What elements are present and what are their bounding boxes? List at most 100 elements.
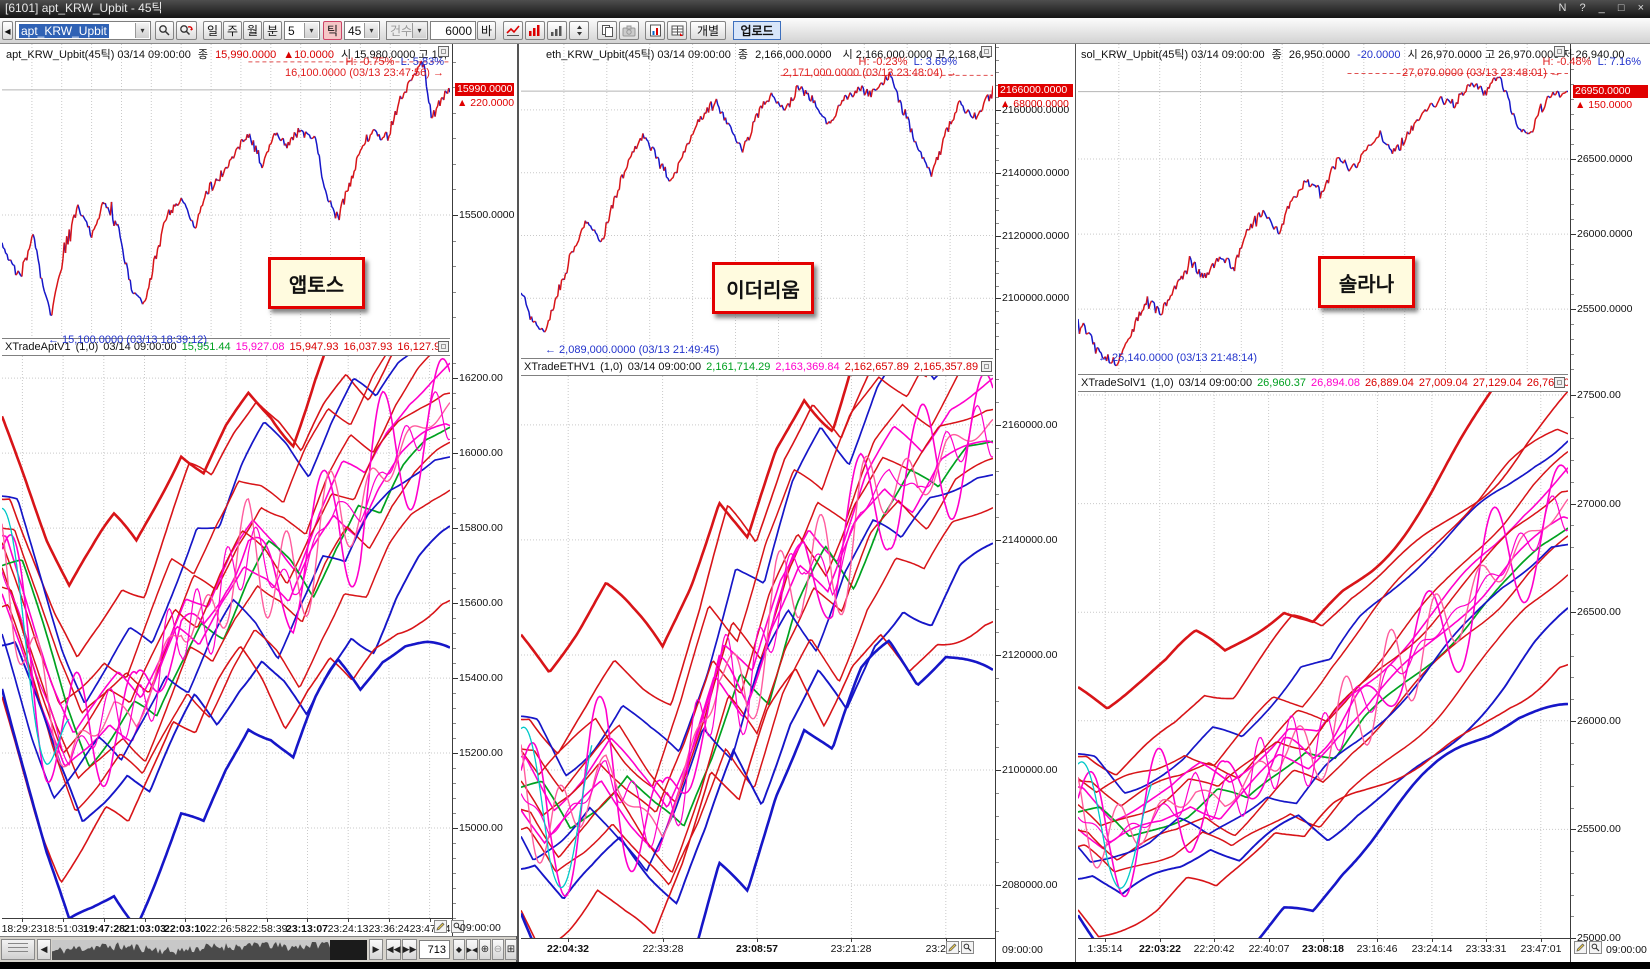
indicator-value: 15,927.08 — [235, 341, 285, 353]
navigator-jump-button[interactable]: ◆ — [453, 939, 465, 960]
period-month-button[interactable]: 월 — [243, 21, 262, 40]
individual-button[interactable]: 개별 — [690, 21, 726, 40]
bar-unit-button[interactable]: 바 — [477, 21, 496, 40]
sol-indicator-header[interactable]: XTradeSolV1 (1,0) 03/14 09:00:00 26,960.37 2… — [1078, 374, 1568, 392]
maximize-button[interactable]: □ — [1617, 2, 1625, 14]
apt-zoom-button[interactable] — [451, 920, 464, 933]
apt-peak-annotation: 16,100.0000 (03/13 23:47:56) → — [284, 67, 444, 79]
apt-price-axis[interactable]: 15500.0000 15990.0000 ▲ 220.0000 16200.00 16… — [452, 44, 516, 936]
period-week-button[interactable]: 주 — [223, 21, 242, 40]
magnifier-icon — [963, 943, 972, 952]
eth-draw-button[interactable] — [946, 941, 959, 954]
sol-label-text: 솔라나 — [1338, 273, 1395, 296]
low-percent: L: 5.83% — [400, 56, 444, 68]
navigator-histogram[interactable] — [52, 940, 330, 960]
search-button[interactable] — [155, 21, 174, 40]
navigator-right-button[interactable]: ▶ — [369, 939, 383, 960]
change-value: -20.0000 — [1357, 49, 1401, 61]
snapshot-button — [619, 21, 639, 40]
sol-price-axis[interactable]: 26500.0000 26000.0000 25500.0000 26950.0000… — [1570, 44, 1650, 962]
sol-draw-button[interactable] — [1574, 941, 1587, 954]
period-tick-button[interactable]: 틱 — [323, 21, 342, 40]
eth-pane-menu-icon[interactable] — [981, 46, 992, 57]
indicator-name: XTradeETHV1 — [524, 361, 596, 373]
count-select: 건수 ▾ — [386, 21, 428, 40]
apt-axis-end-time: 09:00:00 — [460, 922, 501, 934]
apt-draw-button[interactable] — [434, 920, 447, 933]
minute-select-value: 5 — [288, 23, 295, 38]
tick-select[interactable]: 45 ▾ — [344, 21, 380, 40]
y-axis-label: 2160000.0000 — [1002, 104, 1070, 116]
eth-zoom-button[interactable] — [961, 941, 974, 954]
line-style-button[interactable] — [503, 21, 523, 40]
chevron-down-icon[interactable]: ▾ — [304, 23, 318, 38]
navigator-bar-input[interactable]: 713 — [419, 940, 450, 959]
navigator-selection[interactable] — [330, 940, 367, 960]
navigator-handle[interactable] — [1, 939, 35, 960]
news-button[interactable]: N — [1558, 2, 1567, 14]
sol-price-chart[interactable] — [1078, 44, 1568, 374]
apt-indicator-menu-icon[interactable] — [438, 341, 449, 352]
minimize-button[interactable]: _ — [1598, 2, 1605, 14]
title-bar[interactable]: [6101] apt_KRW_Upbit - 45틱 N ? _ □ × — [0, 0, 1650, 18]
eth-indicator-header[interactable]: XTradeETHV1 (1,0) 03/14 09:00:00 2,161,714.… — [521, 358, 993, 376]
eth-indicator-chart[interactable] — [521, 376, 993, 938]
grid-button[interactable] — [667, 21, 687, 40]
symbol-combo[interactable]: apt_KRW_Upbit ▾ — [15, 21, 151, 40]
sol-zoom-button[interactable] — [1589, 941, 1602, 954]
sort-arrows-button[interactable] — [569, 21, 589, 40]
symbol-info: apt_KRW_Upbit(45틱) 03/14 09:00:00 — [6, 49, 191, 61]
indicator-value: 26,889.04 — [1364, 377, 1414, 389]
navigator-left-button[interactable]: ◀ — [37, 939, 51, 960]
indicator-params: (1,0) — [75, 341, 99, 353]
close-value: 15,990.0000 — [215, 49, 277, 61]
expand-button[interactable]: ⊞ — [505, 939, 517, 960]
eth-indicator-menu-icon[interactable] — [981, 361, 992, 372]
volume-red-button[interactable] — [525, 21, 545, 40]
chevron-down-icon[interactable]: ▾ — [135, 23, 149, 38]
period-minute-button[interactable]: 분 — [263, 21, 282, 40]
apt-pane-menu-icon[interactable] — [438, 46, 449, 57]
report-button[interactable] — [645, 21, 665, 40]
navigator-fit-button[interactable]: ▶◀ — [466, 939, 478, 960]
apt-time-axis[interactable]: 18:29:23 18:51:03 19:47:28 21:03:03 22:03:10… — [2, 918, 452, 936]
search-recent-button[interactable] — [176, 21, 197, 40]
sol-indicator-menu-icon[interactable] — [1554, 377, 1565, 388]
zoom-in-button[interactable]: ⊕ — [479, 939, 491, 960]
eth-price-axis[interactable]: 2160000.0000 2140000.0000 2120000.0000 2100… — [995, 44, 1075, 962]
y-axis-label: 27500.00 — [1577, 389, 1621, 401]
navigator-rewind-button[interactable]: ◀◀ — [386, 939, 401, 960]
help-button[interactable]: ? — [1579, 2, 1586, 14]
sol-axis-end-time: 09:00:00 — [1606, 944, 1647, 956]
close-button[interactable]: × — [1637, 2, 1644, 14]
apt-indicator-header[interactable]: XTradeAptV1 (1,0) 03/14 09:00:00 15,951.44 1… — [2, 338, 450, 356]
toolbar: ◂ apt_KRW_Upbit ▾ 일 주 월 분 5 ▾ 틱 45 ▾ 건수 … — [0, 18, 1650, 44]
current-price-label: 2166000.0000 — [998, 84, 1073, 97]
time-axis-label: 19:47:28 — [82, 923, 126, 935]
copy-chart-button[interactable] — [597, 21, 617, 40]
upload-button[interactable]: 업로드 — [733, 21, 781, 40]
sol-indicator-chart[interactable] — [1078, 392, 1568, 938]
high-percent: H: -0.23% — [858, 56, 908, 68]
symbol-info: sol_KRW_Upbit(45틱) 03/14 09:00:00 — [1081, 49, 1265, 61]
navigator-forward-button[interactable]: ▶▶ — [402, 939, 417, 960]
minute-select[interactable]: 5 ▾ — [284, 21, 320, 40]
time-axis-label: 22:20:42 — [1193, 943, 1235, 955]
bar-count-input[interactable]: 6000 — [430, 21, 476, 40]
time-axis-label: 22:40:07 — [1248, 943, 1290, 955]
sol-pane-menu-icon[interactable] — [1554, 46, 1565, 57]
sol-time-axis[interactable]: 1:35:14 22:03:22 22:20:42 22:40:07 23:08:18 2… — [1078, 938, 1570, 962]
eth-label-text: 이더리움 — [726, 279, 800, 302]
apt-price-chart[interactable] — [2, 44, 450, 338]
apt-indicator-chart[interactable] — [2, 356, 450, 918]
indicator-value: 16,037.93 — [343, 341, 393, 353]
y-axis-label: 26500.0000 — [1577, 153, 1633, 165]
period-day-button[interactable]: 일 — [203, 21, 222, 40]
chevron-down-icon[interactable]: ▾ — [364, 23, 378, 38]
volume-gray-button[interactable] — [547, 21, 567, 40]
time-axis-label: 21:03:03 — [123, 923, 167, 935]
apt-low-annotation: ← 15,100.0000 (03/13 18:39:12) — [48, 334, 208, 346]
y-axis-label: 2160000.00 — [1002, 419, 1058, 431]
scroll-left-button[interactable]: ◂ — [2, 21, 13, 40]
